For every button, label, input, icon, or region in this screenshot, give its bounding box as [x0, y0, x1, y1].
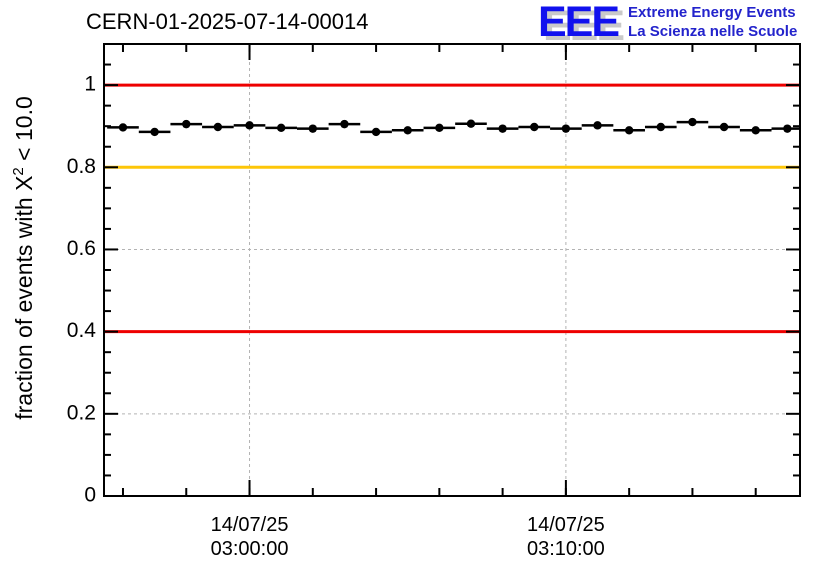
data-point: [245, 121, 254, 130]
data-point: [371, 127, 381, 137]
data-point: [530, 122, 539, 132]
eee-logo-tagline-line1: Extreme Energy Events: [628, 4, 796, 21]
y-axis-title: fraction of events with X2 < 10.0: [10, 96, 38, 420]
data-point: [118, 123, 128, 132]
eee-logo-tagline-line2: La Scienza nelle Scuole: [628, 23, 798, 40]
data-point: [656, 122, 665, 132]
eee-logo-tagline: Extreme Energy Events La Scienza nelle S…: [628, 3, 797, 41]
data-point: [276, 123, 286, 133]
data-point: [624, 126, 634, 135]
y-tick-label: 0.6: [67, 237, 96, 260]
data-point: [593, 121, 602, 130]
y-tick-label: 0.8: [67, 155, 96, 178]
y-tick-label: 0.2: [67, 401, 96, 424]
y-axis-title-suffix: < 10.0: [10, 96, 37, 168]
data-point: [435, 123, 444, 133]
data-point: [498, 124, 507, 133]
eee-logo-letters: EEE: [538, 0, 620, 46]
data-point: [783, 124, 792, 133]
x-tick-label: 03:00:00: [211, 538, 289, 560]
eee-logo: EEE Extreme Energy Events La Scienza nel…: [538, 0, 797, 44]
data-point: [182, 119, 191, 129]
data-point: [719, 122, 729, 132]
x-tick-label: 14/07/25: [211, 514, 289, 536]
data-point: [751, 126, 760, 135]
axis-frame: [103, 43, 801, 497]
y-tick-label: 0: [84, 484, 96, 507]
y-axis-title-sup: 2: [10, 167, 28, 176]
x-tick-label: 14/07/25: [527, 514, 605, 536]
data-point: [308, 124, 317, 133]
data-point: [403, 126, 412, 135]
data-point: [213, 122, 223, 132]
data-point: [688, 117, 697, 127]
y-tick-label: 1: [84, 73, 96, 96]
data-point: [561, 124, 571, 133]
y-tick-label: 0.4: [67, 319, 97, 342]
data-point: [466, 119, 476, 128]
plot-title: CERN-01-2025-07-14-00014: [86, 9, 369, 34]
data-point: [150, 127, 159, 137]
x-tick-label: 03:10:00: [527, 538, 605, 560]
y-axis-title-text: fraction of events with X: [10, 175, 37, 420]
data-point: [340, 119, 349, 129]
